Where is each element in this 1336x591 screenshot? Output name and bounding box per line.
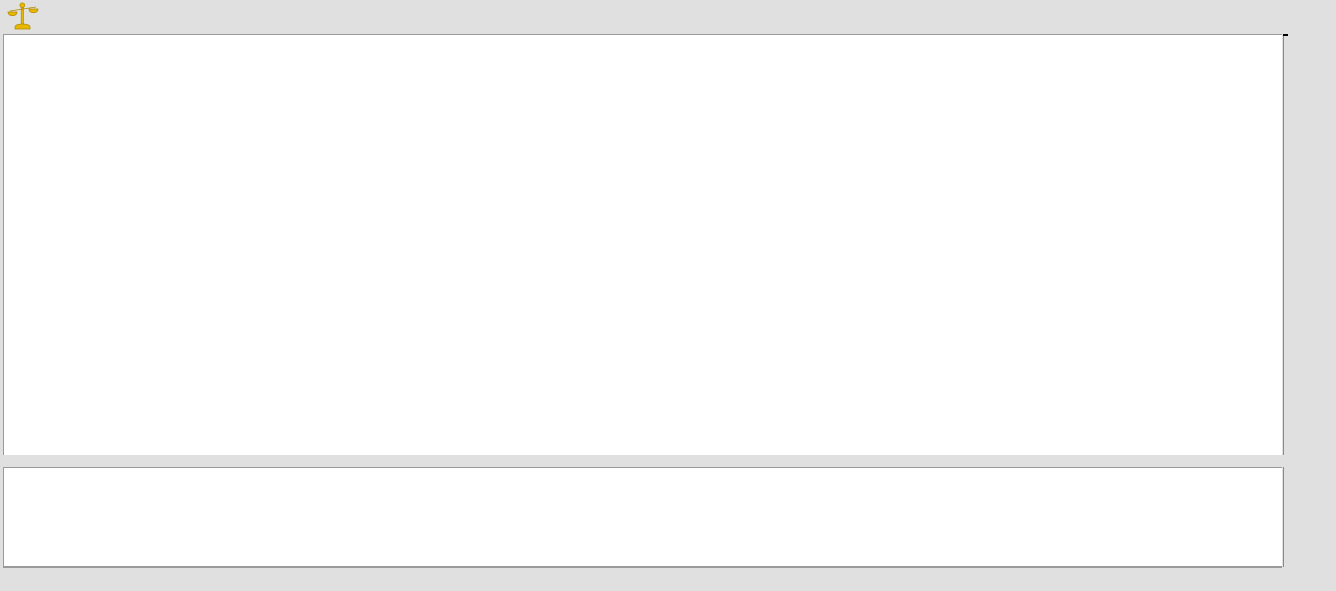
axis-spine: [1283, 34, 1284, 458]
date-axis[interactable]: [3, 567, 1336, 591]
pane-divider: [0, 455, 1336, 467]
stochastic-legend: [1268, 470, 1276, 482]
current-price-badge: [1283, 34, 1288, 36]
stochastic-pane[interactable]: [3, 467, 1282, 567]
price-chart-pane[interactable]: [3, 34, 1282, 458]
price-plot: [4, 35, 1281, 457]
indicator-axis-spine: [1283, 467, 1284, 567]
stochastic-plot: [4, 468, 1281, 566]
chart-header: [0, 0, 1336, 34]
stochastic-axis[interactable]: [1283, 467, 1336, 567]
date-axis-separator: [3, 567, 1282, 568]
scales-logo-icon: [7, 2, 39, 30]
price-axis[interactable]: [1283, 34, 1336, 458]
